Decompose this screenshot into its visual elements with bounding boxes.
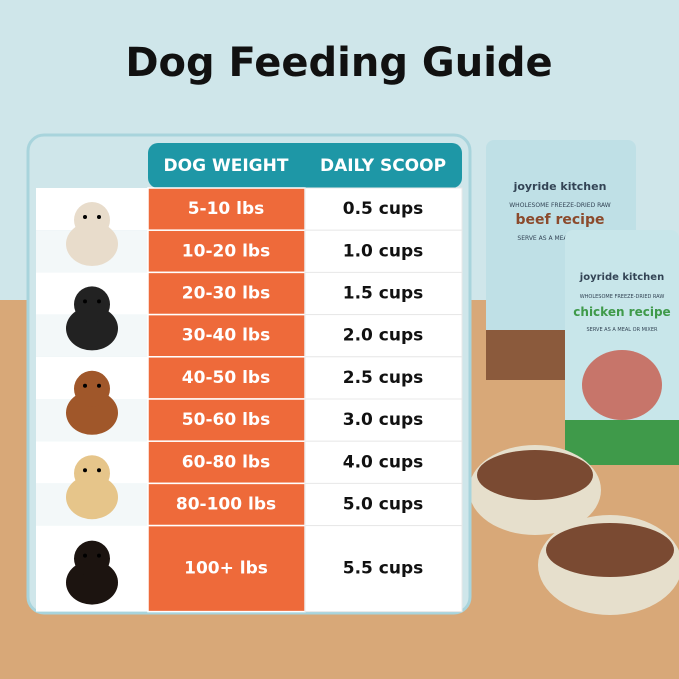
scoop-label: 1.0 cups bbox=[343, 241, 424, 261]
bag-recipe: beef recipe bbox=[516, 212, 605, 228]
bag-tagline: WHOLESOME FREEZE-DRIED RAW bbox=[509, 202, 611, 209]
scoop-label: 5.5 cups bbox=[343, 559, 424, 579]
weight-cell bbox=[147, 398, 306, 442]
weight-cell bbox=[147, 313, 306, 358]
bag-brand: joyride kitchen bbox=[513, 180, 607, 193]
bag-serve: SERVE AS A MEAL OR MIXER bbox=[586, 327, 658, 333]
bag-tagline: WHOLESOME FREEZE-DRIED RAW bbox=[580, 294, 665, 300]
scoop-label: 3.0 cups bbox=[343, 410, 424, 430]
dog-body bbox=[66, 222, 118, 266]
dog-eye bbox=[83, 553, 87, 558]
bowls bbox=[469, 445, 679, 615]
dog-body bbox=[66, 475, 118, 520]
weight-label: 20-30 lbs bbox=[182, 284, 270, 304]
scoop-cell bbox=[304, 525, 463, 613]
dog-head bbox=[74, 286, 110, 323]
title: Dog Feeding Guide bbox=[125, 40, 552, 86]
weight-label: 100+ lbs bbox=[184, 559, 268, 579]
scoop-label: 1.5 cups bbox=[343, 284, 424, 304]
dog-eye bbox=[97, 468, 101, 473]
weight-label: 80-100 lbs bbox=[176, 495, 276, 515]
weight-label: 60-80 lbs bbox=[182, 452, 270, 472]
scoop-label: 5.0 cups bbox=[343, 495, 424, 515]
column-header: DAILY SCOOP bbox=[320, 156, 446, 176]
bag-recipe: chicken recipe bbox=[573, 305, 670, 319]
dog-eye bbox=[97, 383, 101, 388]
scoop-label: 0.5 cups bbox=[343, 199, 424, 219]
dog-eye bbox=[83, 299, 87, 304]
chicken-bag: joyride kitchen WHOLESOME FREEZE-DRIED R… bbox=[565, 230, 679, 465]
dog-eye bbox=[83, 468, 87, 473]
dog-head bbox=[74, 370, 110, 407]
weight-label: 5-10 lbs bbox=[188, 199, 265, 219]
table-body: 5-10 lbs 0.5 cups 10-20 lbs 1.0 cups 20-30 l… bbox=[36, 187, 463, 613]
dog-eye bbox=[83, 383, 87, 388]
scoop-label: 2.0 cups bbox=[343, 326, 424, 346]
weight-cell bbox=[147, 482, 306, 527]
scoop-label: 4.0 cups bbox=[343, 452, 424, 472]
scoop-cell bbox=[304, 398, 463, 442]
dog-head bbox=[74, 455, 110, 492]
column-header: DOG WEIGHT bbox=[164, 156, 289, 176]
dog-eye bbox=[97, 553, 101, 558]
weight-cell bbox=[147, 187, 306, 231]
bag-brand: joyride kitchen bbox=[579, 272, 664, 283]
weight-label: 50-60 lbs bbox=[182, 410, 270, 430]
weight-label: 40-50 lbs bbox=[182, 368, 270, 388]
weight-cell bbox=[147, 524, 306, 613]
scoop-cell bbox=[304, 440, 463, 484]
weight-label: 10-20 lbs bbox=[182, 241, 270, 261]
dog-eye bbox=[97, 215, 101, 219]
scoop-label: 2.5 cups bbox=[343, 368, 424, 388]
scoop-cell bbox=[304, 314, 463, 358]
scoop-cell bbox=[304, 356, 463, 400]
weight-cell bbox=[147, 356, 306, 400]
scoop-cell bbox=[304, 482, 463, 527]
dog-head bbox=[74, 202, 110, 238]
dog-head bbox=[74, 540, 110, 577]
weight-cell bbox=[147, 440, 306, 485]
weight-label: 30-40 lbs bbox=[182, 326, 270, 346]
dog-body bbox=[66, 306, 118, 351]
dog-eye bbox=[97, 299, 101, 304]
dog-body bbox=[66, 390, 118, 435]
scoop-cell bbox=[304, 229, 463, 273]
scoop-cell bbox=[304, 187, 463, 231]
bag-serve: SERVE AS A MEAL OR MIXER bbox=[517, 235, 602, 242]
dog-body bbox=[66, 560, 118, 605]
table-header bbox=[148, 143, 462, 188]
scoop-cell bbox=[304, 271, 463, 316]
dog-eye bbox=[83, 215, 87, 219]
